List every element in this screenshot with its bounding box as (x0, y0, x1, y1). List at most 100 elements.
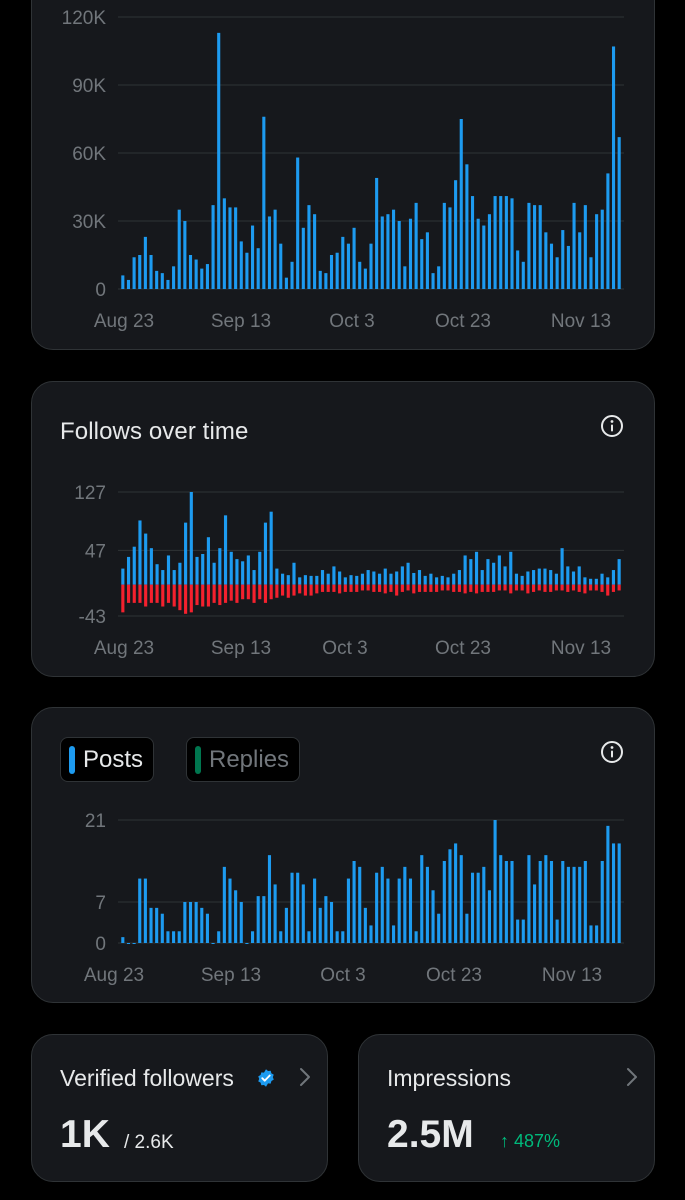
follows-bar (326, 573, 330, 585)
posts-toggle[interactable]: Posts (60, 737, 155, 782)
unfollows-bar (138, 584, 142, 603)
unfollows-bar (440, 584, 444, 591)
unfollows-bar (298, 584, 302, 594)
posts-bar (555, 919, 559, 943)
impressions-bar (313, 214, 317, 289)
posts-bar (380, 866, 384, 943)
posts-bar (561, 861, 565, 943)
follows-bar (269, 511, 273, 585)
posts-bar (262, 896, 266, 943)
posts-bar (211, 943, 215, 944)
unfollows-bar (149, 584, 153, 603)
follows-bar (526, 571, 530, 585)
unfollows-bar (184, 584, 188, 614)
info-icon[interactable] (600, 740, 624, 764)
impressions-bar (155, 270, 159, 289)
posts-bar (600, 861, 604, 943)
follows-bar (537, 568, 541, 585)
info-icon[interactable] (600, 414, 624, 438)
follows-bar-chart[interactable]: 127 47 -43 Aug 23 Sep 13 Oct 3 Oct 23 Nov 13 (32, 382, 656, 678)
unfollows-bar (463, 584, 467, 594)
impressions-bar (408, 218, 413, 289)
follows-bar (144, 533, 148, 585)
posts-bar (375, 872, 379, 943)
follows-bar (589, 578, 593, 585)
impressions-bar (595, 214, 599, 289)
impressions-bar (499, 196, 503, 289)
follows-bar (554, 573, 558, 585)
unfollows-bar (446, 584, 450, 591)
impressions-bar (335, 252, 339, 289)
impressions-bar (538, 205, 542, 289)
follows-bar (281, 573, 285, 585)
impressions-bar (211, 205, 215, 289)
verified-followers-card[interactable]: Verified followers 1K / 2.6K (31, 1034, 328, 1182)
x-tick-label: Oct 3 (329, 311, 374, 332)
unfollows-bar (486, 584, 490, 592)
posts-bar (403, 866, 407, 943)
posts-bar-chart[interactable]: 21 7 0 Aug 23 Sep 13 Oct 3 Oct 23 Nov 13 (32, 708, 656, 1004)
unfollows-bar (269, 584, 273, 600)
follows-bar (429, 573, 433, 585)
y-tick-label: 127 (74, 483, 106, 504)
posts-bar (318, 907, 322, 943)
posts-bar (313, 878, 317, 943)
unfollows-bar (480, 584, 484, 592)
follows-bar (514, 573, 519, 585)
posts-bar (538, 861, 542, 943)
unfollows-bar (554, 584, 558, 591)
posts-bar (572, 866, 576, 943)
impressions-bar (572, 202, 576, 289)
follows-bar (155, 564, 159, 585)
unfollows-bar (520, 584, 524, 591)
impressions-bar (431, 273, 435, 289)
unfollows-bar (360, 584, 365, 591)
unfollows-bar (320, 584, 325, 592)
follows-bar (571, 571, 576, 585)
x-tick-label: Oct 23 (435, 311, 491, 332)
follows-bar (497, 555, 501, 585)
replies-toggle[interactable]: Replies (186, 737, 301, 782)
unfollows-bar (241, 584, 245, 600)
unfollows-bar (172, 584, 176, 607)
impressions-bar (160, 273, 164, 289)
unfollows-bar (349, 584, 353, 592)
posts-bar (454, 843, 458, 943)
follows-bar (509, 551, 513, 585)
impressions-bar (149, 255, 153, 289)
impressions-card[interactable]: Impressions 2.5M ↑ 487% (358, 1034, 655, 1182)
impressions-bar (476, 218, 480, 289)
follows-bar (543, 568, 547, 585)
unfollows-bar (212, 584, 216, 603)
impressions-bar (273, 209, 277, 289)
follows-bar (457, 570, 461, 585)
posts-bar (465, 913, 469, 943)
impressions-bar (200, 268, 204, 289)
unfollows-bar (611, 584, 616, 592)
unfollows-bar (560, 584, 564, 591)
posts-bar (459, 855, 463, 943)
unfollows-bar (452, 584, 456, 592)
unfollows-bar (457, 584, 461, 592)
posts-bar (284, 907, 288, 943)
follows-bar (469, 559, 473, 585)
unfollows-bar (201, 584, 205, 607)
x-tick-label: Nov 13 (551, 638, 611, 659)
follows-bar (520, 575, 524, 585)
impressions-bar (380, 216, 384, 289)
follows-bar (201, 554, 205, 585)
impressions-bar (205, 264, 209, 289)
follows-bar (606, 577, 610, 585)
unfollows-bar (258, 584, 262, 600)
y-tick-label: 47 (85, 541, 106, 562)
posts-bar (397, 878, 401, 943)
impressions-bar-chart[interactable]: 120K 90K 60K 30K 0 Aug 23 Sep 13 Oct 3 Oct 23 Nov… (32, 0, 656, 351)
follows-bar (417, 570, 422, 585)
impressions-bar (493, 196, 497, 289)
impressions-bar (188, 255, 193, 289)
follows-bar (611, 570, 616, 585)
x-tick-label: Nov 13 (551, 311, 611, 332)
follows-bar (343, 577, 347, 585)
impressions-bar (386, 214, 390, 289)
y-tick-label: 0 (95, 934, 106, 955)
